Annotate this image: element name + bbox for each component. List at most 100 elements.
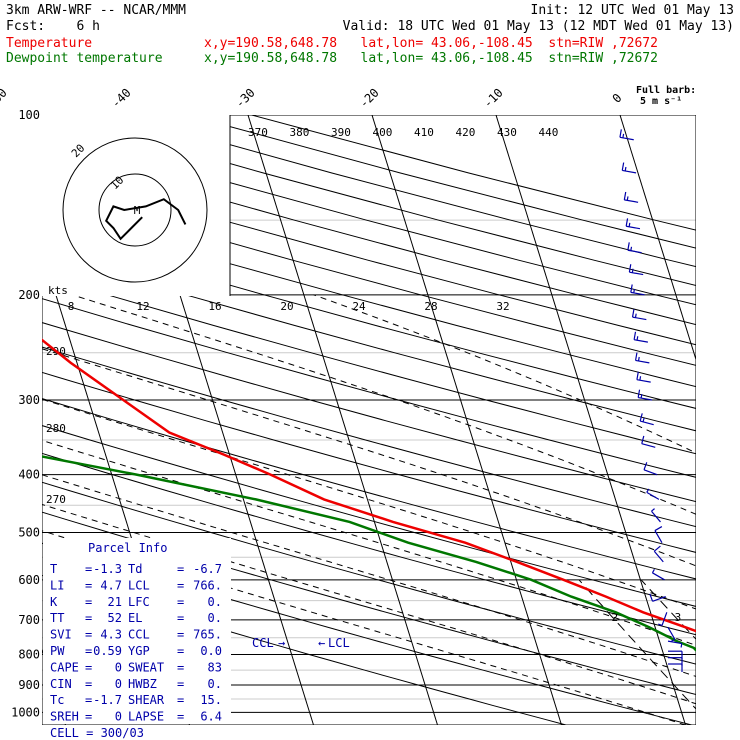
barb-flag: [633, 331, 637, 340]
parcel-row-eq: =: [85, 693, 92, 707]
wind-barb: [654, 526, 663, 543]
wind-barb: [667, 626, 676, 642]
barb-staff: [632, 316, 647, 321]
dry-adiabat: [42, 481, 696, 665]
isotherm-line: [495, 115, 686, 725]
isotherm-label: -20: [357, 86, 382, 111]
pressure-label-800: 800: [18, 647, 40, 661]
parcel-info-background: [43, 538, 231, 724]
barb-half-flag: [630, 246, 633, 251]
wind-barb: [653, 545, 664, 563]
dry-adiabat: [42, 298, 696, 478]
init-time: Init: 12 UTC Wed 01 May 13: [531, 3, 735, 18]
dry-adiabat: [42, 574, 567, 725]
parcel-row-eq: =: [177, 562, 184, 576]
barb-staff: [629, 271, 644, 276]
parcel-row-value: 0.: [208, 677, 222, 691]
barb-key-title: Full barb:: [636, 85, 696, 96]
barb-staff: [636, 379, 651, 383]
barb-staff: [661, 612, 668, 626]
barb-flag: [630, 284, 633, 293]
barb-staff: [652, 572, 665, 581]
theta-e-label: 380: [290, 126, 310, 139]
barb-staff: [652, 596, 666, 602]
valid-time: Valid: 18 UTC Wed 01 May 13 (12 MDT Wed …: [343, 19, 734, 34]
barb-half-flag: [624, 166, 627, 172]
parcel-row-label: CCL: [128, 628, 150, 642]
moist-adiabat: [42, 439, 696, 646]
wind-barb: [651, 508, 661, 523]
moist-adiabat: [42, 503, 696, 705]
barb-flag: [631, 309, 635, 318]
barb-flag: [636, 371, 639, 380]
barb-flag: [649, 593, 654, 602]
speed-tick-label: 12: [136, 300, 149, 313]
barb-flag: [641, 435, 645, 444]
hodograph-background: [42, 115, 230, 296]
barb-flag: [627, 242, 630, 251]
mixing-ratio-line: [640, 579, 696, 640]
barb-half-flag: [622, 133, 625, 138]
parcel-row-label: YGP: [128, 644, 150, 658]
barb-flag: [634, 352, 638, 361]
dry-adiabat: [42, 425, 696, 607]
dry-adiabat: [42, 187, 696, 366]
parcel-row-eq: =: [85, 710, 92, 724]
hodograph-trace: [104, 198, 187, 241]
barb-half-flag: [680, 643, 683, 648]
pressure-label-500: 500: [18, 526, 40, 540]
wind-barb: [634, 352, 650, 364]
parcel-row-value: 0: [115, 677, 122, 691]
barb-staff: [646, 491, 660, 500]
parcel-row-value: 52: [108, 611, 122, 625]
wind-barb: [668, 663, 683, 673]
sounding-profiles: [42, 338, 696, 653]
parcel-row-value: -6.7: [193, 562, 222, 576]
wind-barb: [639, 413, 654, 426]
barb-staff: [634, 339, 649, 343]
barb-flag: [623, 191, 627, 200]
barb-staff: [641, 443, 656, 448]
speed-tick-label: 8: [68, 300, 75, 313]
dry-adiabat: [42, 252, 696, 432]
parcel-row-label: HWBZ: [128, 677, 157, 691]
dry-adiabat: [42, 346, 696, 528]
parcel-row-label: Td: [128, 562, 142, 576]
wind-barb: [631, 309, 647, 321]
barb-staff: [638, 396, 653, 401]
parcel-row-label: K: [50, 595, 58, 609]
pressure-label-400: 400: [18, 468, 40, 482]
dry-adiabat: [42, 452, 696, 636]
moist-adiabat: [42, 398, 696, 610]
dewpoint-profile: [42, 455, 696, 653]
pressure-label-100: 100: [18, 108, 40, 122]
wind-barb: [623, 191, 639, 203]
temperature-station-info: x,y=190.58,648.78 lat,lon= 43.06,-108.45…: [204, 36, 658, 51]
parcel-row-eq: =: [85, 628, 92, 642]
barb-half-flag: [651, 508, 655, 512]
pressure-label-900: 900: [18, 678, 40, 692]
parcel-row-eq: =: [177, 710, 184, 724]
parcel-row-value: 766.: [193, 578, 222, 592]
dry-adiabat: [42, 322, 696, 503]
barb-flag: [653, 545, 661, 552]
theta-e-label: 390: [331, 126, 351, 139]
barb-half-flag: [642, 417, 645, 423]
barb-half-flag: [631, 268, 634, 273]
barb-staff: [667, 626, 676, 640]
pressure-label-1000: 1000: [11, 705, 40, 719]
pressure-label-600: 600: [18, 573, 40, 587]
mixing-ratio-line: [578, 579, 696, 710]
theta-e-label: 410: [414, 126, 434, 139]
barb-key-units: 5 m s⁻¹: [640, 96, 682, 107]
wind-barb: [637, 389, 653, 401]
parcel-row-label: LAPSE: [128, 710, 164, 724]
parcel-row-value: 15.: [200, 693, 222, 707]
pressure-axis-labels: 100 200 300 400 500 600 700 800 900 1000: [11, 108, 40, 719]
barb-flag: [628, 264, 632, 273]
parcel-row-value: 0.: [208, 595, 222, 609]
barb-staff: [653, 550, 664, 563]
parcel-row-eq: =: [85, 578, 92, 592]
